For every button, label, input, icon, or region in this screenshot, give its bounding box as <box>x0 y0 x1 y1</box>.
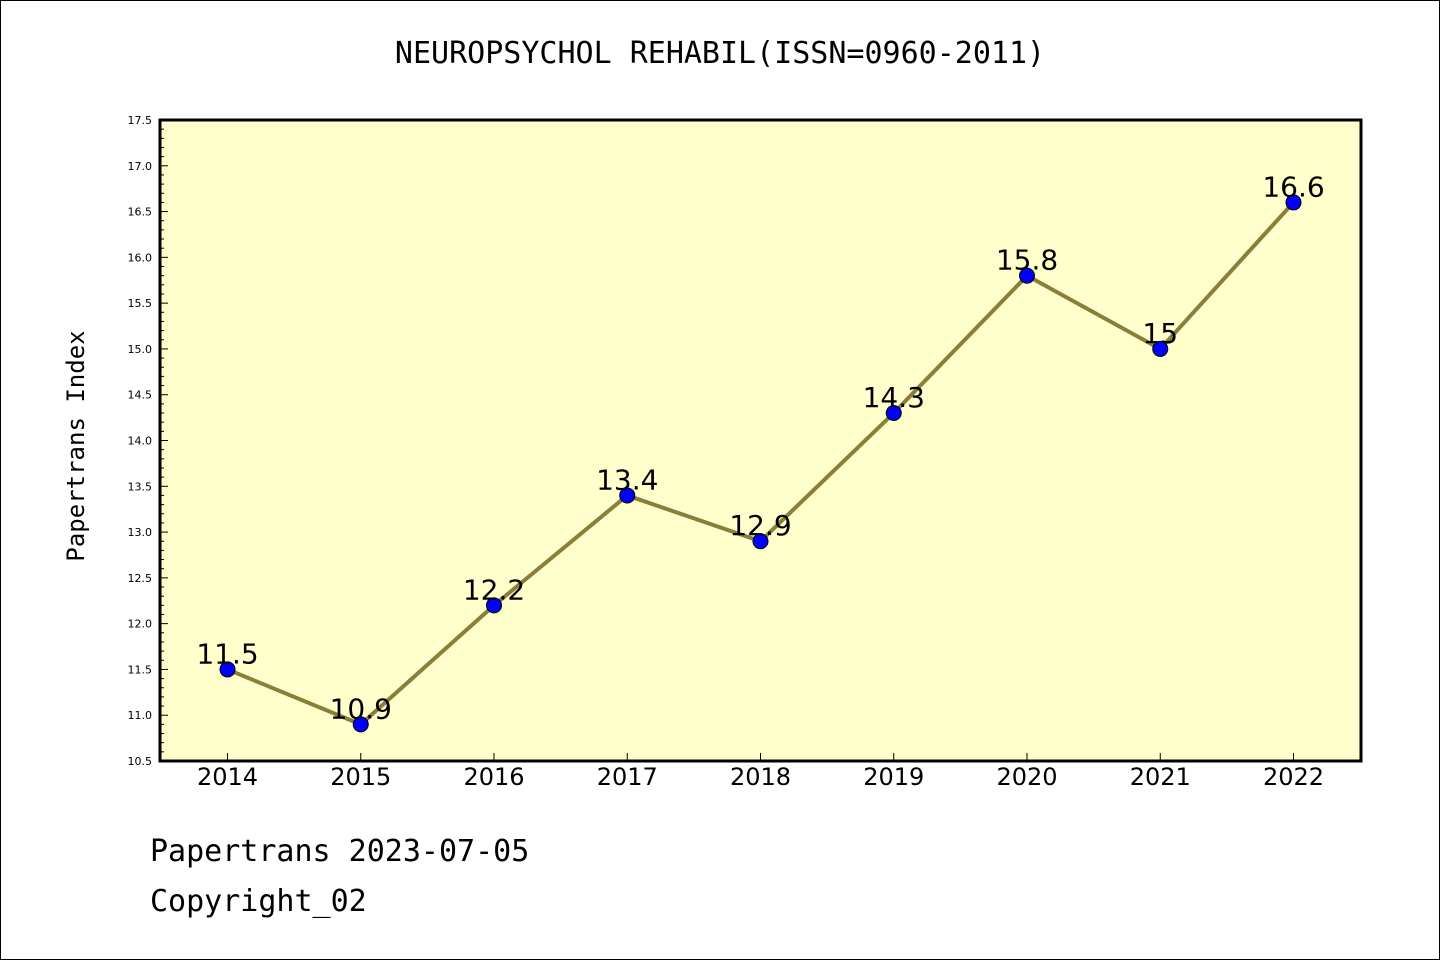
y-axis-label: Papertrans Index <box>62 330 90 561</box>
data-label: 16.6 <box>1262 170 1324 203</box>
y-tick-label: 16.0 <box>128 251 153 264</box>
chart-title: NEUROPSYCHOL REHABIL(ISSN=0960-2011) <box>394 36 1046 71</box>
x-tick-label: 2021 <box>1130 763 1191 791</box>
data-label: 12.9 <box>729 509 791 542</box>
y-tick-label: 11.0 <box>128 709 153 722</box>
data-point <box>619 487 636 504</box>
x-tick-label: 2014 <box>197 763 258 791</box>
footer-date: Papertrans 2023-07-05 <box>150 834 530 869</box>
y-tick-label: 14.0 <box>128 435 153 448</box>
y-tick-label: 17.0 <box>128 160 153 173</box>
data-labels: 11.5 10.9 12.2 13.4 12.9 14.3 15.8 15 16.6 <box>196 170 1324 725</box>
y-tick-label: 16.5 <box>128 206 153 219</box>
data-point <box>1019 267 1035 284</box>
x-tick-label: 2016 <box>463 763 524 791</box>
plot-area <box>158 118 1363 763</box>
series-line-group <box>219 194 1302 733</box>
data-point <box>352 716 369 733</box>
data-label: 14.3 <box>863 381 925 414</box>
x-tick-label: 2018 <box>730 763 791 791</box>
y-tick-label: 17.5 <box>128 114 153 127</box>
x-tick-label: 2015 <box>330 763 391 791</box>
data-point <box>486 597 502 614</box>
data-point <box>885 405 902 422</box>
x-tick-label: 2022 <box>1263 763 1324 791</box>
data-label: 10.9 <box>330 692 392 725</box>
x-tick-label: 2017 <box>597 763 658 791</box>
data-point <box>219 661 236 678</box>
y-tick-label: 12.0 <box>128 618 153 631</box>
data-label: 13.4 <box>596 463 658 496</box>
y-axis: 10.5 11.0 11.5 12.0 12.5 13.0 13.5 14.0 14.5 15.0… <box>128 114 168 768</box>
y-tick-label: 10.5 <box>128 755 153 768</box>
x-axis: 2014 2015 2016 2017 2018 2019 2020 2021 2022 <box>197 753 1324 791</box>
x-tick-label: 2020 <box>996 763 1057 791</box>
y-tick-label: 13.5 <box>128 480 153 493</box>
x-tick-label: 2019 <box>863 763 924 791</box>
data-label: 15.8 <box>996 244 1058 277</box>
data-point <box>1152 340 1169 357</box>
y-tick-label: 11.5 <box>128 663 153 676</box>
y-tick-label: 14.5 <box>128 389 153 402</box>
y-tick-label: 13.0 <box>128 526 153 539</box>
y-tick-label: 15.0 <box>128 343 153 356</box>
footer-copyright: Copyright_02 <box>150 884 367 919</box>
y-tick-label: 15.5 <box>128 297 153 310</box>
data-label: 11.5 <box>196 637 258 670</box>
data-label: 12.2 <box>463 573 525 606</box>
data-label: 15 <box>1142 317 1178 350</box>
data-point <box>1285 194 1302 211</box>
y-tick-label: 12.5 <box>128 572 153 585</box>
data-point <box>752 533 769 550</box>
